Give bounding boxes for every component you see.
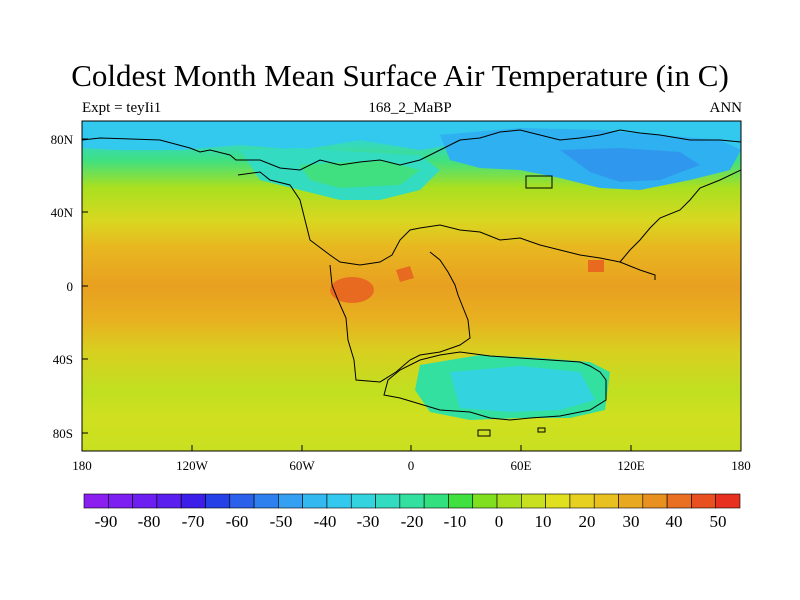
colorbar-label: 40 [666,512,683,531]
colorbar-label: -40 [314,512,337,531]
colorbar-label: -30 [357,512,380,531]
colorbar [83,493,741,509]
colorbar-label: 0 [495,512,504,531]
y-tick-label: 40N [51,205,74,220]
x-axis: 180 120W 60W 0 60E 120E 180 [72,445,751,473]
x-tick-label: 60W [289,458,315,473]
colorbar-labels: -90 -80 -70 -60 -50 -40 -30 -20 -10 0 10 20 30 40 50 [95,512,727,531]
colorbar-swatch [666,493,692,509]
colorbar-label: 50 [710,512,727,531]
colorbar-swatch [472,493,498,509]
colorbar-label: -60 [226,512,249,531]
temperature-field [82,121,741,451]
colorbar-swatch [618,493,644,509]
colorbar-label: -20 [401,512,424,531]
colorbar-label: -10 [444,512,467,531]
colorbar-swatch [448,493,474,509]
time-label: 168_2_MaBP [368,100,452,116]
coastline-north [82,129,741,171]
colorbar-label: -90 [95,512,118,531]
colorbar-swatch [326,493,352,509]
coastline-tropics [329,251,471,383]
colorbar-swatch [569,493,595,509]
colorbar-label: 30 [623,512,640,531]
colorbar-swatch [205,493,231,509]
colorbar-swatch [399,493,425,509]
colorbar-swatch [350,493,376,509]
x-tick-label: 0 [408,458,415,473]
coastline-islands [477,175,553,437]
colorbar-swatch [107,493,133,509]
colorbar-swatch [642,493,668,509]
colorbar-swatch [83,493,109,509]
x-tick-label: 180 [72,458,92,473]
colorbar-swatch [375,493,401,509]
x-tick-label: 120E [617,458,645,473]
colorbar-label: -70 [182,512,205,531]
y-tick-label: 0 [67,279,74,294]
colorbar-swatch [521,493,546,509]
colorbar-label: -80 [138,512,161,531]
colorbar-swatch [132,493,158,509]
coastlines [82,129,741,437]
y-tick-label: 80S [53,426,73,441]
colorbar-swatch [156,493,182,509]
colorbar-swatch [496,493,522,509]
colorbar-swatch [423,493,449,509]
colorbar-label: 10 [535,512,552,531]
coastline-south [383,351,607,421]
colorbar-swatch [302,493,328,509]
y-axis: 80N 40N 0 40S 80S [51,132,88,441]
coastline-northwest [237,171,656,280]
colorbar-swatch [715,493,741,509]
colorbar-label: 20 [579,512,596,531]
x-tick-label: 120W [176,458,209,473]
colorbar-swatch [180,493,206,509]
colorbar-swatch [278,493,303,509]
x-tick-label: 60E [511,458,532,473]
colorbar-swatch [593,493,619,509]
experiment-label: Expt = teyIi1 [82,100,162,116]
colorbar-swatch [545,493,571,509]
x-tick-label: 180 [731,458,751,473]
y-tick-label: 80N [51,132,74,147]
coastline-east [619,169,741,263]
y-tick-label: 40S [53,352,73,367]
colorbar-swatch [229,493,255,509]
colorbar-swatch [691,493,717,509]
season-label: ANN [709,100,743,116]
colorbar-swatch [253,493,279,509]
chart-title: Coldest Month Mean Surface Air Temperatu… [71,58,729,93]
colorbar-label: -50 [270,512,293,531]
